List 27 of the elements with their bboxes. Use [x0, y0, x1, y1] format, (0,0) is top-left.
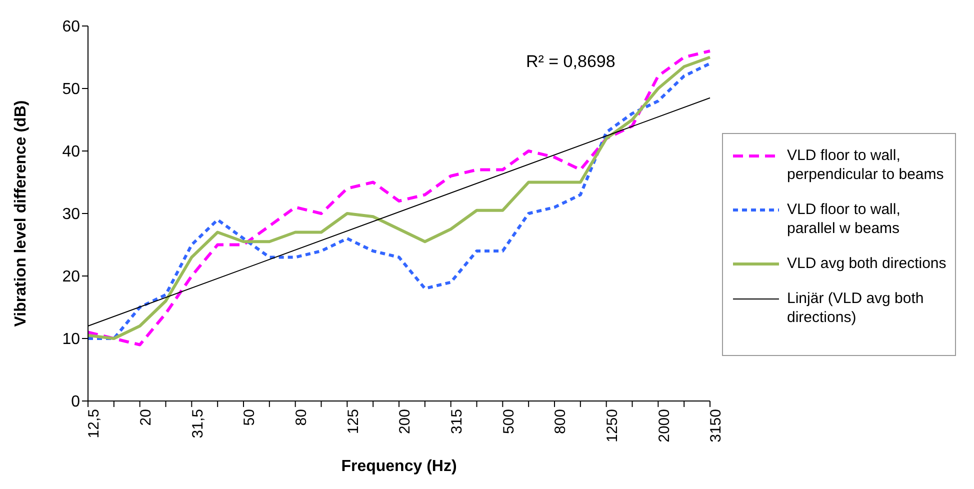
x-tick-label: 50: [241, 409, 258, 426]
x-tick-label: 125: [344, 409, 362, 434]
x-tick-label: 12,5: [86, 409, 103, 438]
x-tick-label: 20: [137, 409, 154, 426]
x-tick-label: 31,5: [189, 409, 206, 438]
annotation: R² = 0,8698: [526, 52, 616, 72]
y-tick-label: 50: [62, 81, 80, 98]
x-tick-label: 500: [500, 409, 518, 434]
x-tick-label: 2000: [656, 409, 673, 442]
x-tick-label: 800: [552, 409, 570, 434]
y-tick-label: 20: [62, 268, 80, 286]
y-axis-title: Vibration level difference (dB): [12, 100, 30, 327]
x-axis-title: Frequency (Hz): [341, 458, 457, 475]
y-tick-label: 40: [62, 144, 80, 161]
x-tick-label: 3150: [708, 409, 725, 442]
y-tick-label: 10: [62, 331, 80, 348]
x-tick-label: 80: [292, 409, 310, 426]
x-tick-label: 1250: [604, 409, 621, 442]
y-tick-label: 30: [62, 206, 80, 224]
legend-label: VLD floor to wall, parallel w beams: [787, 200, 902, 238]
legend-label: VLD floor to wall, perpendicular to beams: [787, 146, 945, 184]
legend-label: Linjär (VLD avg both directions): [787, 289, 925, 327]
y-tick-label: 0: [71, 394, 80, 411]
x-tick-label: 200: [396, 409, 414, 434]
y-tick-label: 60: [62, 18, 80, 36]
legend-label: VLD avg both directions: [787, 254, 946, 273]
x-tick-label: 315: [448, 409, 466, 434]
